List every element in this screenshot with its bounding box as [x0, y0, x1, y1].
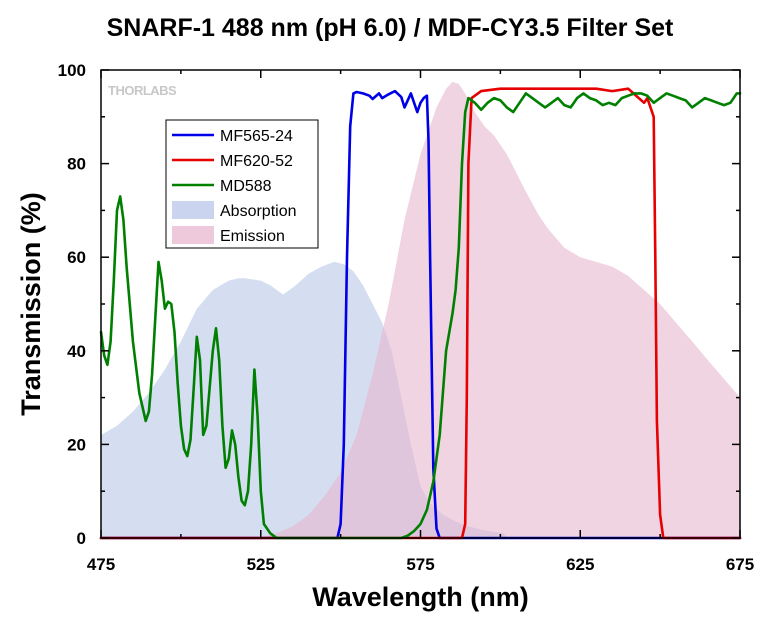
legend-label-mf620: MF620-52	[220, 153, 293, 170]
line-mf620-52	[99, 87, 742, 540]
tick-layer: 475 525 575 625 675 0 20 40 60 80 100	[58, 61, 755, 574]
y-tick-label-40: 40	[67, 342, 86, 361]
y-tick-label-20: 20	[67, 435, 86, 454]
y-axis-title: Transmission (%)	[16, 192, 46, 416]
legend-swatch-absorption	[172, 201, 214, 219]
x-tick-label-625: 625	[566, 555, 594, 574]
legend-swatch-emission	[172, 226, 214, 244]
line-md588	[99, 92, 742, 540]
area-layer	[101, 81, 740, 538]
y-tick-label-60: 60	[67, 248, 86, 267]
x-tick-label-675: 675	[726, 555, 754, 574]
x-tick-label-575: 575	[406, 555, 434, 574]
chart-title: SNARF-1 488 nm (pH 6.0) / MDF-CY3.5 Filt…	[106, 14, 674, 42]
legend-label-md588: MD588	[220, 178, 272, 195]
legend-label-absorption: Absorption	[220, 203, 297, 220]
legend-label-emission: Emission	[220, 228, 285, 245]
x-axis-title: Wavelength (nm)	[312, 582, 529, 612]
area-emission	[101, 81, 740, 538]
line-mf565-24	[99, 89, 742, 540]
y-tick-label-100: 100	[58, 61, 86, 80]
y-tick-label-0: 0	[77, 529, 86, 548]
y-tick-label-80: 80	[67, 155, 86, 174]
thorlabs-watermark: THORLABS	[108, 83, 177, 98]
x-tick-label-525: 525	[247, 555, 275, 574]
x-tick-label-475: 475	[87, 555, 115, 574]
legend: MF565-24 MF620-52 MD588 Absorption Emiss…	[165, 119, 319, 249]
legend-label-mf565: MF565-24	[220, 128, 293, 145]
line-layer	[99, 87, 742, 540]
